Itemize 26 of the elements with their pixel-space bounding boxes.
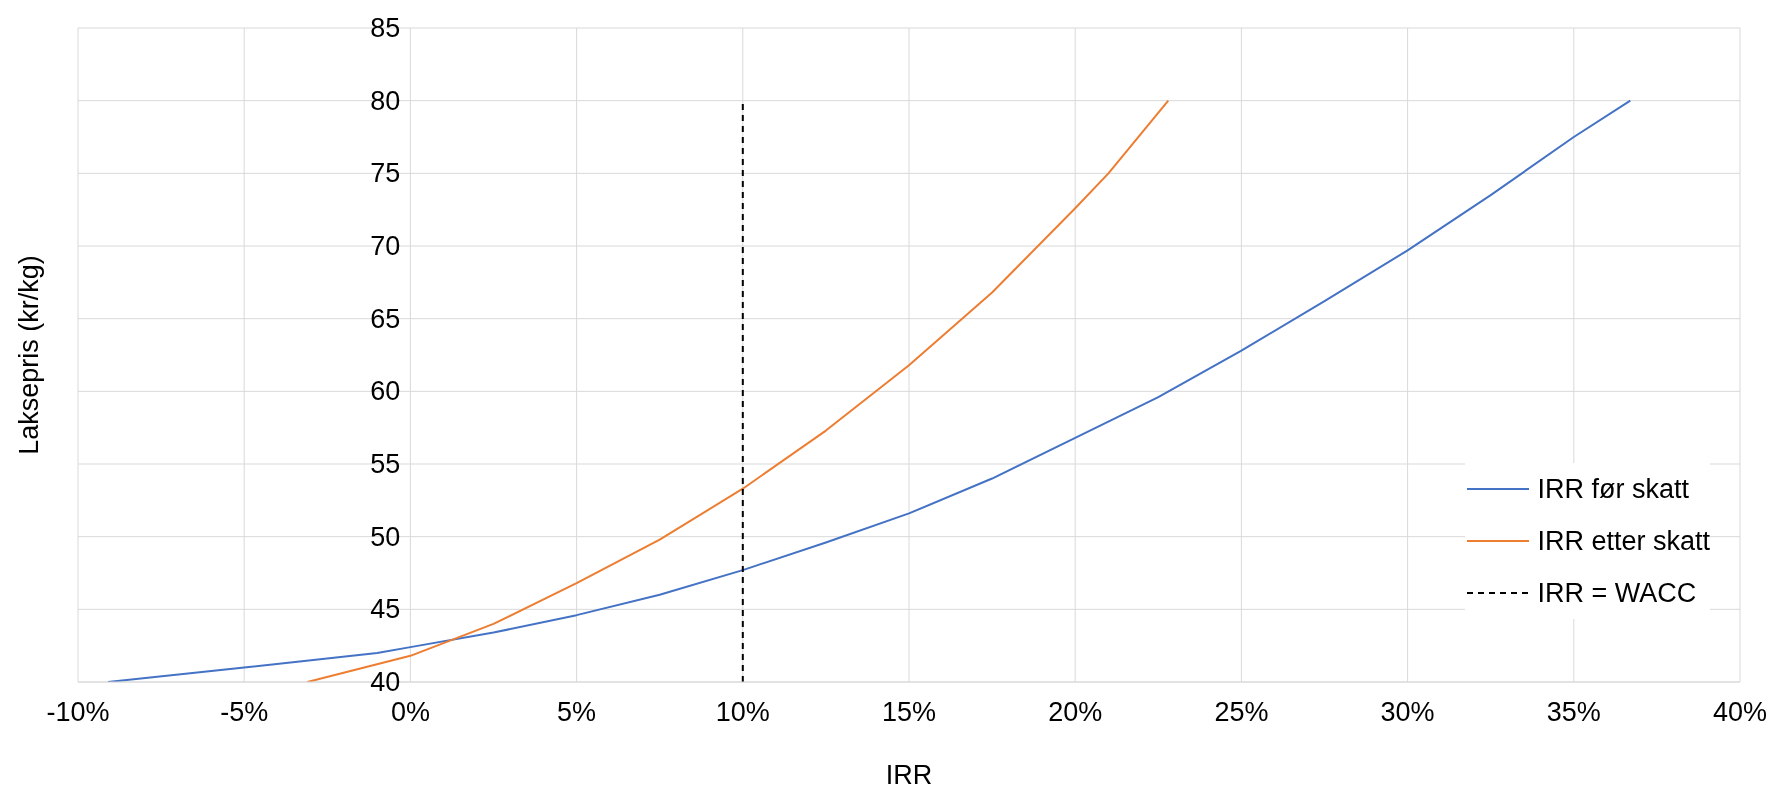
y-tick-label: 60 — [370, 376, 401, 407]
x-tick-label: 25% — [1214, 697, 1269, 728]
x-tick-label: 15% — [881, 697, 937, 728]
x-tick-label: 40% — [1712, 697, 1768, 728]
y-tick-label: 40 — [370, 667, 401, 697]
y-tick-label: 50 — [370, 521, 401, 552]
x-tick-label: 0% — [390, 697, 430, 728]
y-axis-title: Laksepris (kr/kg) — [13, 255, 44, 455]
legend-label: IRR etter skatt — [1537, 525, 1710, 557]
x-tick-label: -5% — [220, 697, 269, 728]
y-tick-label: 85 — [370, 13, 401, 43]
legend-label: IRR = WACC — [1537, 577, 1697, 609]
x-axis-title: IRR — [885, 760, 933, 790]
y-tick-label: 65 — [370, 303, 401, 334]
y-tick-label: 55 — [370, 449, 401, 479]
x-tick-label: 5% — [557, 697, 597, 728]
x-tick-label: 10% — [715, 697, 770, 728]
y-tick-label: 75 — [370, 158, 401, 189]
x-tick-label: 20% — [1048, 697, 1103, 728]
x-tick-label: -10% — [46, 697, 110, 728]
y-tick-label: 70 — [370, 231, 401, 261]
y-tick-label: 80 — [370, 85, 401, 116]
x-tick-label: 35% — [1546, 697, 1601, 728]
y-tick-label: 45 — [370, 594, 401, 625]
x-tick-label: 30% — [1380, 697, 1435, 728]
legend-label: IRR før skatt — [1537, 473, 1689, 505]
